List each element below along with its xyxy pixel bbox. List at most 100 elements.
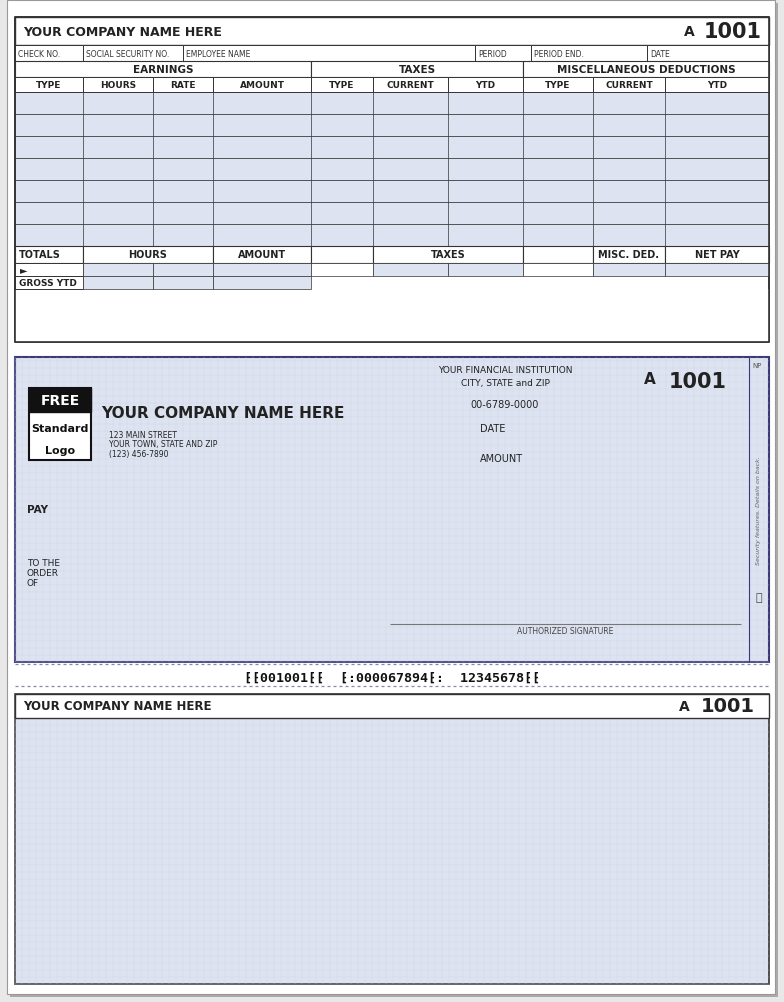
Bar: [523, 264, 593, 277]
Text: YOUR COMPANY NAME HERE: YOUR COMPANY NAME HERE: [101, 405, 344, 420]
Bar: [15, 78, 83, 93]
Bar: [213, 78, 311, 93]
Text: 1001: 1001: [701, 696, 755, 715]
Text: TYPE: TYPE: [36, 81, 62, 90]
Text: OF: OF: [27, 578, 39, 587]
Text: DATE: DATE: [650, 50, 670, 59]
Bar: [523, 78, 593, 93]
Bar: [15, 46, 83, 62]
Text: CHECK NO.: CHECK NO.: [18, 50, 60, 59]
Text: AMOUNT: AMOUNT: [238, 250, 286, 261]
Text: 1001: 1001: [704, 22, 762, 42]
Text: NET PAY: NET PAY: [695, 250, 739, 261]
Text: AMOUNT: AMOUNT: [480, 454, 523, 464]
Bar: [373, 246, 523, 264]
Text: FREE: FREE: [40, 394, 80, 408]
Bar: [665, 246, 769, 264]
Bar: [311, 264, 373, 277]
Text: 123 MAIN STREET: 123 MAIN STREET: [109, 430, 177, 439]
Bar: [523, 246, 593, 264]
Text: TAXES: TAXES: [398, 65, 436, 75]
Text: PERIOD END.: PERIOD END.: [534, 50, 584, 59]
Bar: [15, 18, 769, 343]
Text: TOTALS: TOTALS: [19, 250, 61, 261]
Bar: [665, 264, 769, 277]
Text: YOUR TOWN, STATE AND ZIP: YOUR TOWN, STATE AND ZIP: [109, 440, 217, 449]
Bar: [15, 180, 769, 202]
Bar: [523, 62, 769, 78]
Text: A: A: [679, 699, 690, 713]
Text: HOURS: HOURS: [100, 81, 136, 90]
Text: TAXES: TAXES: [430, 250, 466, 261]
Bar: [153, 264, 213, 277]
Text: AUTHORIZED SIGNATURE: AUTHORIZED SIGNATURE: [517, 627, 614, 636]
Bar: [311, 78, 373, 93]
Bar: [83, 246, 213, 264]
Text: A: A: [644, 372, 655, 387]
Bar: [15, 202, 769, 224]
Bar: [29, 389, 91, 413]
Text: YOUR COMPANY NAME HERE: YOUR COMPANY NAME HERE: [23, 25, 222, 38]
Bar: [311, 62, 523, 78]
Bar: [448, 78, 523, 93]
Text: YTD: YTD: [475, 81, 495, 90]
Text: ⁅⁅001001⁅⁅  ⁅:000067894⁅:  12345678⁅⁅: ⁅⁅001001⁅⁅ ⁅:000067894⁅: 12345678⁅⁅: [244, 670, 540, 683]
Bar: [665, 78, 769, 93]
Text: EMPLOYEE NAME: EMPLOYEE NAME: [186, 50, 250, 59]
Bar: [15, 358, 769, 662]
Bar: [15, 93, 769, 115]
Text: DATE: DATE: [480, 424, 506, 434]
Bar: [531, 46, 647, 62]
Bar: [213, 277, 311, 290]
Text: Standard: Standard: [31, 424, 89, 434]
Bar: [15, 224, 769, 246]
Bar: [15, 159, 769, 180]
Text: YOUR FINANCIAL INSTITUTION: YOUR FINANCIAL INSTITUTION: [437, 366, 572, 375]
Bar: [593, 264, 665, 277]
Text: GROSS YTD: GROSS YTD: [19, 279, 77, 288]
Text: MISCELLANEOUS DEDUCTIONS: MISCELLANEOUS DEDUCTIONS: [557, 65, 735, 75]
Text: EARNINGS: EARNINGS: [132, 65, 193, 75]
Text: TYPE: TYPE: [546, 81, 571, 90]
Bar: [593, 246, 665, 264]
Text: AMOUNT: AMOUNT: [239, 81, 285, 90]
Text: RATE: RATE: [170, 81, 196, 90]
Text: TO THE: TO THE: [27, 558, 60, 567]
Text: ►: ►: [20, 266, 27, 276]
Bar: [475, 46, 531, 62]
Text: CURRENT: CURRENT: [605, 81, 653, 90]
Text: 1001: 1001: [669, 372, 727, 392]
Bar: [15, 62, 311, 78]
Bar: [213, 264, 311, 277]
Bar: [593, 78, 665, 93]
Text: (123) 456-7890: (123) 456-7890: [109, 450, 169, 459]
Text: CITY, STATE and ZIP: CITY, STATE and ZIP: [460, 379, 550, 388]
Bar: [15, 694, 769, 984]
Bar: [15, 137, 769, 159]
Bar: [15, 246, 83, 264]
Text: ORDER: ORDER: [27, 568, 59, 577]
Text: YTD: YTD: [707, 81, 727, 90]
Text: 🔒: 🔒: [756, 592, 762, 602]
Text: NP: NP: [752, 363, 761, 369]
Text: PAY: PAY: [27, 504, 48, 514]
Bar: [448, 264, 523, 277]
Text: 00-6789-0000: 00-6789-0000: [471, 400, 539, 410]
Bar: [15, 694, 769, 718]
Bar: [373, 264, 448, 277]
Text: CURRENT: CURRENT: [387, 81, 434, 90]
Bar: [83, 264, 153, 277]
Bar: [647, 46, 769, 62]
Bar: [15, 663, 769, 691]
Text: Security features. Details on back.: Security features. Details on back.: [757, 456, 761, 564]
Bar: [15, 264, 83, 277]
Bar: [83, 46, 183, 62]
Bar: [183, 46, 475, 62]
Text: A: A: [684, 25, 695, 39]
Bar: [213, 246, 311, 264]
Text: HOURS: HOURS: [129, 250, 168, 261]
Text: PERIOD: PERIOD: [478, 50, 506, 59]
Bar: [311, 246, 373, 264]
Text: SOCIAL SECURITY NO.: SOCIAL SECURITY NO.: [86, 50, 169, 59]
Text: Logo: Logo: [45, 446, 75, 456]
